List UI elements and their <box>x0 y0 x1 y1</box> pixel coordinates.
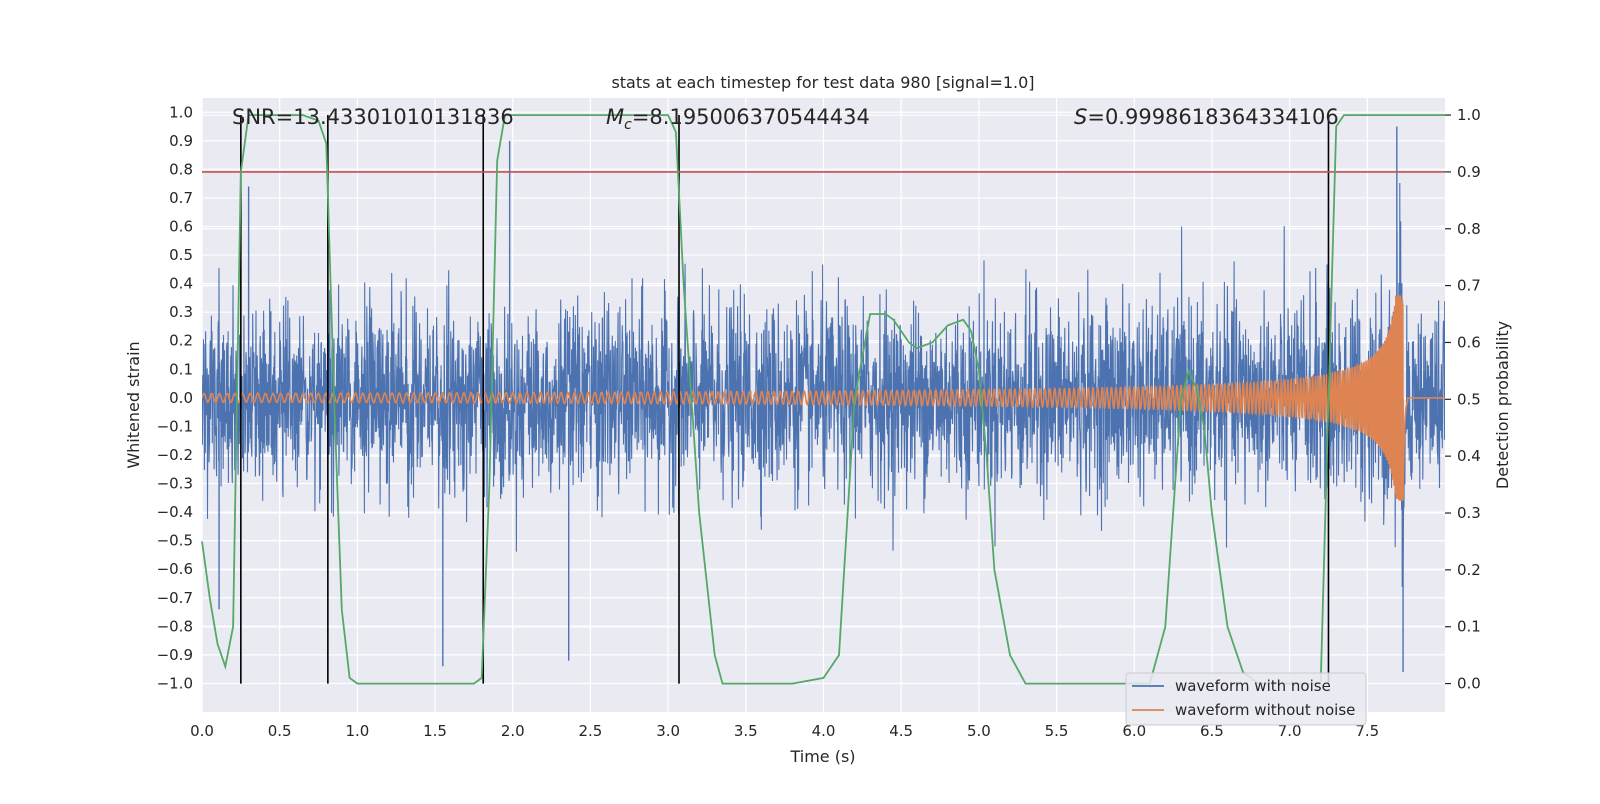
x-tick-label: 1.5 <box>423 722 447 740</box>
x-tick-label: 1.0 <box>345 722 369 740</box>
strain-without-noise-series <box>202 295 1445 501</box>
y-left-tick-label: 0.2 <box>169 332 193 350</box>
y-right-tick-label: 1.0 <box>1457 106 1481 124</box>
y-left-tick-label: −0.4 <box>157 503 193 521</box>
y-left-axis-label: Whitened strain <box>124 341 143 468</box>
y-left-tick-label: 0.4 <box>169 275 193 293</box>
legend-label-noise: waveform with noise <box>1175 677 1331 695</box>
y-right-tick-label: 0.7 <box>1457 277 1481 295</box>
detection-probability-line <box>201 114 1445 685</box>
x-tick-label: 4.5 <box>889 722 913 740</box>
x-tick-label: 5.0 <box>967 722 991 740</box>
y-right-tick-label: 0.4 <box>1457 447 1481 465</box>
x-tick-label: 0.5 <box>268 722 292 740</box>
y-left-tick-label: 0.5 <box>169 246 193 264</box>
x-tick-label: 2.5 <box>579 722 603 740</box>
strain-without-noise-line <box>202 295 1445 501</box>
x-tick-label: 0.0 <box>190 722 214 740</box>
y-left-tick-label: 0.6 <box>169 218 193 236</box>
y-left-tick-label: −0.2 <box>157 446 193 464</box>
x-tick-label: 6.0 <box>1122 722 1146 740</box>
strain-with-noise-series <box>202 182 1445 588</box>
x-tick-label: 3.0 <box>656 722 680 740</box>
s-annotation: S=0.9998618364334106 <box>1074 105 1339 129</box>
strain-with-noise-line <box>202 182 1445 588</box>
x-tick-label: 7.0 <box>1278 722 1302 740</box>
y-right-tick-label: 0.8 <box>1457 220 1481 238</box>
y-left-tick-label: 0.3 <box>169 303 193 321</box>
y-right-tick-label: 0.9 <box>1457 163 1481 181</box>
chirp-mass-subscript: c <box>624 117 632 133</box>
x-ticks: 0.0 0.5 1.0 1.5 2.0 2.5 3.0 3.5 4.0 4.5 5.0 5.5 6.0 6… <box>190 722 1379 740</box>
y-left-tick-label: −0.9 <box>157 646 193 664</box>
y-left-tick-label: −0.8 <box>157 617 193 635</box>
y-right-tick-label: 0.2 <box>1457 561 1481 579</box>
y-right-tick-label: 0.1 <box>1457 618 1481 636</box>
s-value: =0.9998618364334106 <box>1087 105 1338 129</box>
y-left-tick-label: 0.8 <box>169 160 193 178</box>
x-tick-label: 3.5 <box>734 722 758 740</box>
y-left-tick-label: −0.3 <box>157 475 193 493</box>
snr-annotation: SNR=13.43301010131836 <box>232 105 514 129</box>
x-tick-label: 5.5 <box>1045 722 1069 740</box>
y-left-ticks: 1.0 0.9 0.8 0.7 0.6 0.5 0.4 0.3 0.2 0.1 0.0 −0.1 −0.… <box>157 103 193 692</box>
y-right-tick-label: 0.5 <box>1457 390 1481 408</box>
x-tick-label: 7.5 <box>1355 722 1379 740</box>
y-right-tick-label: 0.0 <box>1457 675 1481 693</box>
y-right-tick-label: 0.6 <box>1457 333 1481 351</box>
chirp-mass-annotation: Mc=8.195006370544434 <box>606 105 870 133</box>
y-left-tick-label: −0.1 <box>157 417 193 435</box>
legend-label-clean: waveform without noise <box>1175 701 1355 719</box>
s-symbol: S <box>1074 105 1087 129</box>
y-left-tick-label: 0.1 <box>169 360 193 378</box>
x-tick-label: 6.5 <box>1200 722 1224 740</box>
x-tick-label: 2.0 <box>501 722 525 740</box>
y-left-tick-label: −1.0 <box>157 674 193 692</box>
y-left-tick-label: 0.7 <box>169 189 193 207</box>
y-left-tick-label: 1.0 <box>169 103 193 121</box>
y-left-tick-label: −0.5 <box>157 532 193 550</box>
y-left-tick-label: 0.0 <box>169 389 193 407</box>
x-tick-label: 4.0 <box>812 722 836 740</box>
chirp-mass-value: =8.195006370544434 <box>632 105 870 129</box>
legend-box <box>1125 672 1367 726</box>
chart-title: stats at each timestep for test data 980… <box>611 73 1034 92</box>
y-right-axis-label: Detection probability <box>1493 321 1512 489</box>
y-left-tick-label: 0.9 <box>169 132 193 150</box>
y-right-tick-label: 0.3 <box>1457 504 1481 522</box>
chirp-mass-symbol: M <box>606 105 624 129</box>
y-right-ticks: 1.0 0.9 0.8 0.7 0.6 0.5 0.4 0.3 0.2 0.1 0.0 <box>1445 106 1481 693</box>
y-left-tick-label: −0.7 <box>157 589 193 607</box>
legend: waveform with noise waveform without noi… <box>1125 672 1367 726</box>
x-axis-label: Time (s) <box>789 747 855 766</box>
y-left-tick-label: −0.6 <box>157 560 193 578</box>
